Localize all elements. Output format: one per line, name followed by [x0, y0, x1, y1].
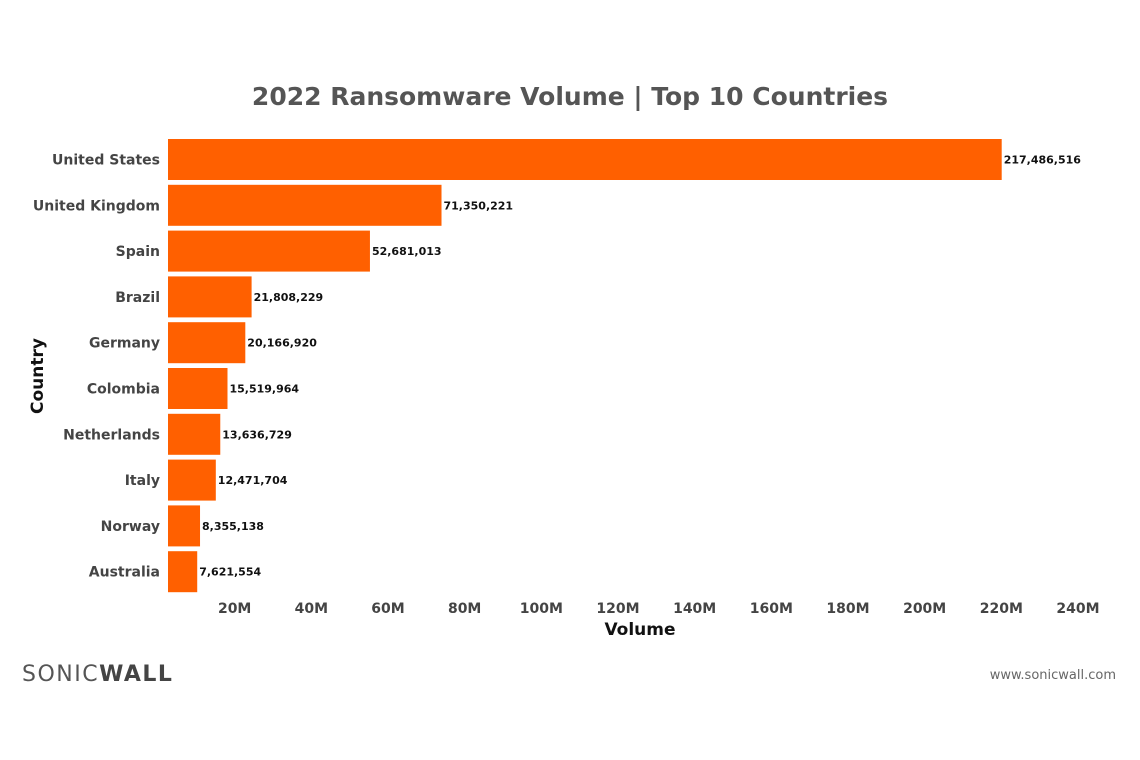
category-label: Norway [101, 519, 160, 535]
category-label: Germany [89, 336, 160, 352]
category-label: United Kingdom [33, 198, 160, 214]
data-label: 217,486,516 [1004, 154, 1082, 167]
bar-brazil [168, 276, 252, 318]
x-tick-label: 20M [218, 601, 251, 617]
bar-colombia [168, 368, 228, 409]
sonicwall-logo: SONICWALL [22, 662, 173, 687]
category-label: Colombia [87, 382, 160, 398]
data-label: 15,519,964 [229, 383, 299, 396]
data-label: 7,621,554 [199, 566, 261, 579]
chart-title: 2022 Ransomware Volume | Top 10 Countrie… [252, 82, 888, 111]
x-tick-labels: 20M 40M 60M 80M 100M 120M 140M 160M 180M 200M 220M… [218, 601, 1100, 617]
logo-text-wall: WALL [99, 662, 174, 687]
data-label: 21,808,229 [254, 291, 324, 304]
data-label: 13,636,729 [222, 428, 292, 441]
data-label: 52,681,013 [372, 245, 442, 258]
category-label: Brazil [115, 290, 160, 306]
x-tick-label: 140M [673, 601, 716, 617]
data-label: 12,471,704 [218, 474, 288, 487]
data-label: 71,350,221 [444, 199, 514, 212]
website-url: www.sonicwall.com [989, 668, 1116, 683]
x-tick-label: 100M [520, 601, 563, 617]
category-label: United States [52, 153, 160, 169]
x-tick-label: 160M [750, 601, 793, 617]
bar-united-states [168, 139, 1002, 180]
value-labels: 217,486,516 71,350,221 52,681,013 21,808,22… [199, 154, 1081, 579]
bar-australia [168, 551, 198, 593]
bar-germany [168, 322, 246, 364]
bars-group [168, 139, 1002, 593]
x-tick-label: 240M [1056, 601, 1099, 617]
x-axis-title: Volume [604, 620, 675, 640]
bar-norway [168, 505, 201, 547]
x-tick-label: 80M [448, 601, 481, 617]
data-label: 20,166,920 [247, 337, 317, 350]
x-tick-label: 60M [371, 601, 404, 617]
x-tick-label: 200M [903, 601, 946, 617]
data-label: 8,355,138 [202, 520, 264, 533]
x-tick-label: 120M [596, 601, 639, 617]
logo-text-sonic: SONIC [22, 662, 100, 687]
bar-spain [168, 230, 370, 272]
category-label: Spain [116, 244, 160, 260]
category-label: Italy [125, 473, 160, 489]
category-label: Australia [89, 565, 160, 581]
bar-netherlands [168, 413, 221, 455]
x-tick-label: 220M [980, 601, 1023, 617]
category-labels: United States United Kingdom Spain Brazil Ge… [33, 153, 160, 581]
bar-italy [168, 459, 216, 501]
y-axis-title: Country [28, 338, 48, 414]
bar-united-kingdom [168, 184, 442, 226]
category-label: Netherlands [63, 427, 160, 443]
x-tick-label: 180M [826, 601, 869, 617]
x-tick-label: 40M [295, 601, 328, 617]
